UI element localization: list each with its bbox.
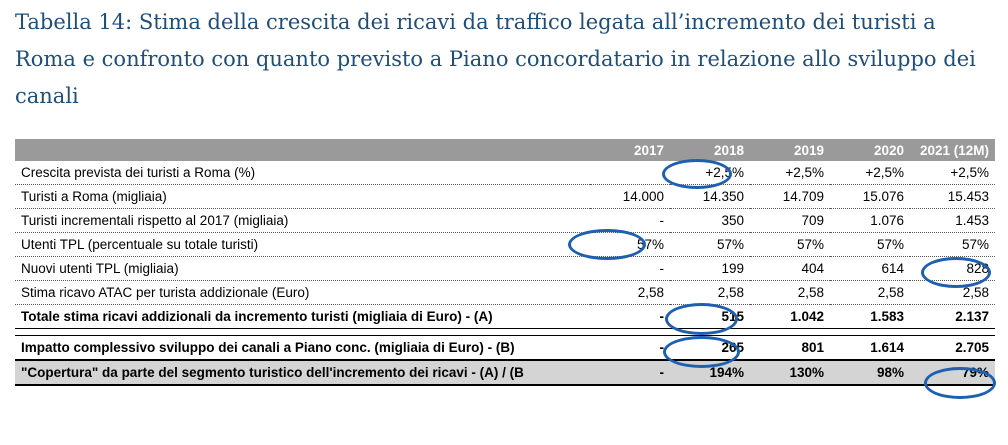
table-cell: +2,5% xyxy=(950,165,989,180)
header-cell xyxy=(15,139,590,161)
row-label: Nuovi utenti TPL (migliaia) xyxy=(21,261,179,276)
table-cell: 1.453 xyxy=(955,213,989,228)
row-label: Turisti incrementali rispetto al 2017 (m… xyxy=(21,213,289,228)
table-cell: 130% xyxy=(789,365,824,380)
table-cell: 350 xyxy=(721,213,744,228)
highlight-ellipse-2018-total-a xyxy=(665,303,738,335)
table-cell: 57% xyxy=(876,237,904,252)
table-cell: 57% xyxy=(716,237,744,252)
table-cell: 57% xyxy=(796,237,824,252)
total-row-b: Impatto complessivo sviluppo dei canali … xyxy=(15,336,995,360)
table-cell: - xyxy=(659,261,665,276)
coverage-row: "Copertura" da parte del segmento turist… xyxy=(15,360,995,385)
table-row: Nuovi utenti TPL (migliaia) - 199 404 61… xyxy=(15,257,995,281)
table-cell: 194% xyxy=(709,365,744,380)
table-caption: Tabella 14: Stima della crescita dei ric… xyxy=(15,10,976,108)
table-cell: - xyxy=(659,365,665,380)
row-label: Stima ricavo ATAC per turista addizional… xyxy=(21,285,310,300)
header-cell-2020: 2020 xyxy=(873,142,904,158)
table-cell: 57% xyxy=(961,237,989,252)
table-cell: 14.709 xyxy=(782,189,824,204)
row-label: Crescita prevista dei turisti a Roma (%) xyxy=(21,165,256,180)
table-cell: 14.350 xyxy=(702,189,744,204)
table-cell xyxy=(590,161,670,185)
highlight-ellipse-2018-total-b xyxy=(663,336,740,368)
table-cell: - xyxy=(659,340,665,355)
table-cell: 614 xyxy=(881,261,904,276)
highlight-ellipse-2018-growth xyxy=(662,159,732,189)
table-cell: 2.705 xyxy=(955,340,989,355)
table-cell: 801 xyxy=(801,340,824,355)
table-row: Stima ricavo ATAC per turista addizional… xyxy=(15,281,995,305)
table-cell: 1.583 xyxy=(870,309,904,324)
header-cell-2019: 2019 xyxy=(793,142,824,158)
total-row-a: Totale stima ricavi addizionali da incre… xyxy=(15,305,995,329)
revenue-table: 2017 2018 2019 2020 2021 (12M) Crescita … xyxy=(15,139,995,386)
table-row: Utenti TPL (percentuale su totale turist… xyxy=(15,233,995,257)
table-cell: - xyxy=(659,213,665,228)
data-table-container: 2017 2018 2019 2020 2021 (12M) Crescita … xyxy=(15,139,995,386)
highlight-ellipse-2021-new-users xyxy=(921,257,991,288)
table-cell: 1.614 xyxy=(870,340,904,355)
table-row: Turisti incrementali rispetto al 2017 (m… xyxy=(15,209,995,233)
table-cell: 98% xyxy=(876,365,904,380)
row-label: Impatto complessivo sviluppo dei canali … xyxy=(21,340,515,355)
table-cell: 15.453 xyxy=(947,189,989,204)
table-cell: 2,58 xyxy=(637,285,664,300)
row-label: "Copertura" da parte del segmento turist… xyxy=(21,365,524,380)
table-row: Turisti a Roma (migliaia) 14.000 14.350 … xyxy=(15,185,995,209)
table-header-row: 2017 2018 2019 2020 2021 (12M) xyxy=(15,139,995,161)
table-cell: 709 xyxy=(801,213,824,228)
table-cell: +2,5% xyxy=(865,165,904,180)
row-label: Totale stima ricavi addizionali da incre… xyxy=(21,309,493,324)
table-cell: 15.076 xyxy=(862,189,904,204)
table-cell: 199 xyxy=(721,261,744,276)
header-cell-2018: 2018 xyxy=(713,142,744,158)
table-cell: 14.000 xyxy=(622,189,664,204)
table-cell: 2,58 xyxy=(962,285,989,300)
spacer-row xyxy=(15,329,995,336)
table-cell: - xyxy=(659,309,665,324)
table-cell: 2,58 xyxy=(717,285,744,300)
table-cell: +2,5% xyxy=(785,165,824,180)
highlight-ellipse-2017-tpl xyxy=(568,229,646,260)
table-cell: 1.076 xyxy=(870,213,904,228)
header-cell-2017: 2017 xyxy=(633,142,664,158)
table-cell: 2,58 xyxy=(797,285,824,300)
row-label: Utenti TPL (percentuale su totale turist… xyxy=(21,237,259,252)
table-cell: 2,58 xyxy=(877,285,904,300)
header-cell-2021: 2021 (12M) xyxy=(919,142,989,158)
table-cell: 1.042 xyxy=(790,309,824,324)
row-label: Turisti a Roma (migliaia) xyxy=(21,189,167,204)
table-row: Crescita prevista dei turisti a Roma (%)… xyxy=(15,161,995,185)
table-cell: 404 xyxy=(801,261,824,276)
table-cell: 2.137 xyxy=(955,309,989,324)
highlight-ellipse-2021-coverage xyxy=(924,367,996,399)
